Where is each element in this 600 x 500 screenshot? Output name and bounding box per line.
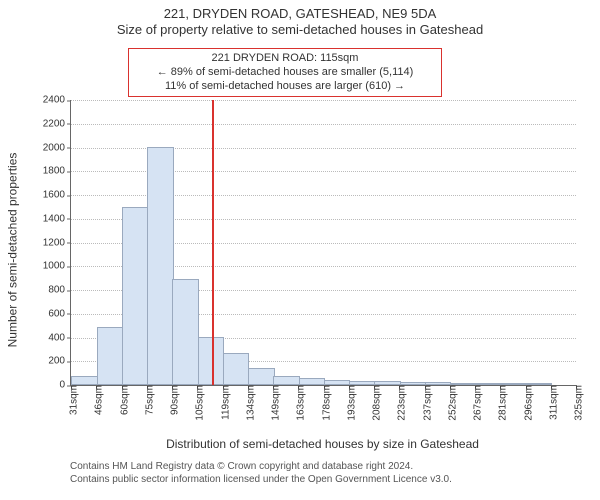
x-tick-label: 134sqm [239,385,256,421]
x-tick-label: 60sqm [113,385,130,415]
histogram-bar [147,147,174,385]
histogram-bar [172,279,199,386]
reference-line [212,100,214,385]
annotation-box: 221 DRYDEN ROAD: 115sqm ← 89% of semi-de… [128,48,442,97]
y-tick-label: 1200 [43,237,71,248]
x-tick-label: 223sqm [391,385,408,421]
annotation-line-2: ← 89% of semi-detached houses are smalle… [135,66,435,80]
histogram-bar [299,378,326,385]
histogram-bar [97,327,124,385]
x-tick-label: 119sqm [214,385,231,420]
x-tick-label: 193sqm [340,385,357,421]
y-tick-label: 2000 [43,142,71,153]
histogram-bar [223,353,250,385]
x-tick-label: 311sqm [542,385,559,420]
histogram-bar [71,376,98,385]
x-tick-label: 208sqm [366,385,383,421]
x-tick-label: 75sqm [138,385,155,415]
y-axis-label: Number of semi-detached properties [5,107,19,392]
y-tick-label: 1400 [43,213,71,224]
footer-line-2: Contains public sector information licen… [70,473,452,486]
histogram-bar [122,207,149,385]
x-tick-label: 237sqm [416,385,433,421]
x-tick-label: 325sqm [568,385,585,421]
x-tick-label: 281sqm [492,385,509,421]
gridline [71,100,576,101]
y-tick-label: 200 [48,356,71,367]
y-tick-label: 1600 [43,190,71,201]
histogram-bar [198,337,225,385]
title-line-1: 221, DRYDEN ROAD, GATESHEAD, NE9 5DA [0,6,600,22]
plot-area: 0200400600800100012001400160018002000220… [70,100,576,386]
x-tick-label: 90sqm [164,385,181,415]
y-tick-label: 400 [48,332,71,343]
x-axis-label: Distribution of semi-detached houses by … [70,437,575,451]
x-tick-label: 163sqm [290,385,307,421]
y-tick-label: 2400 [43,95,71,106]
x-tick-label: 149sqm [265,385,282,421]
x-tick-label: 105sqm [189,385,206,421]
annotation-line-3: 11% of semi-detached houses are larger (… [135,80,435,94]
footer-attribution: Contains HM Land Registry data © Crown c… [70,460,452,486]
annotation-line-1: 221 DRYDEN ROAD: 115sqm [135,52,435,66]
x-tick-label: 31sqm [63,385,80,415]
x-tick-label: 46sqm [88,385,105,415]
x-tick-label: 252sqm [441,385,458,421]
histogram-bar [273,376,300,385]
y-tick-label: 1000 [43,261,71,272]
x-tick-label: 178sqm [315,385,332,421]
footer-line-1: Contains HM Land Registry data © Crown c… [70,460,452,473]
x-tick-label: 267sqm [467,385,484,421]
y-tick-label: 800 [48,285,71,296]
y-tick-label: 2200 [43,118,71,129]
title-block: 221, DRYDEN ROAD, GATESHEAD, NE9 5DA Siz… [0,0,600,39]
y-tick-label: 600 [48,308,71,319]
y-tick-label: 1800 [43,166,71,177]
chart-container: 221, DRYDEN ROAD, GATESHEAD, NE9 5DA Siz… [0,0,600,500]
x-tick-label: 296sqm [517,385,534,421]
histogram-bar [248,368,275,385]
title-line-2: Size of property relative to semi-detach… [0,22,600,38]
gridline [71,124,576,125]
